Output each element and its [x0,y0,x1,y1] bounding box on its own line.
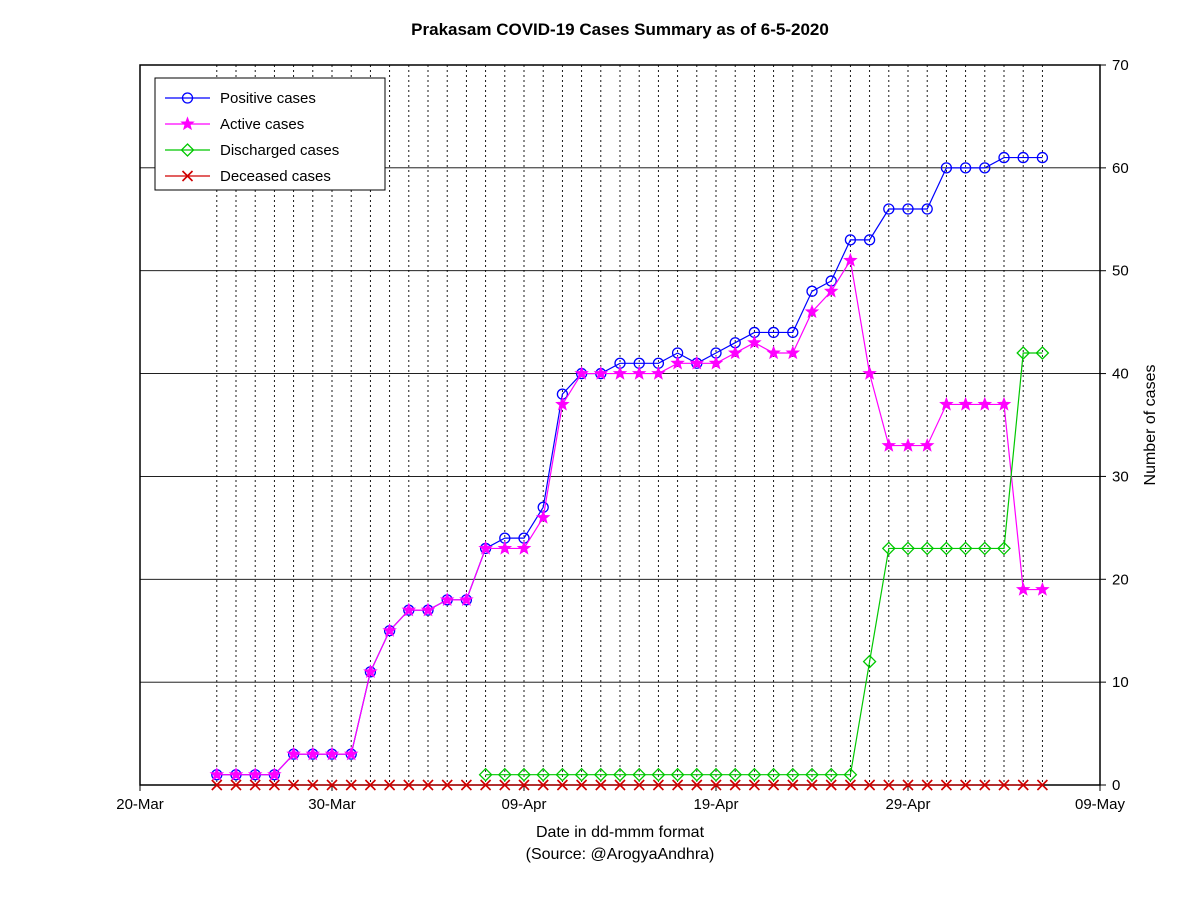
x-tick-label: 20-Mar [116,796,164,813]
x-tick-label: 30-Mar [308,796,356,813]
y-tick-label: 10 [1112,674,1129,691]
y-tick-label: 70 [1112,57,1129,74]
legend-label: Deceased cases [220,168,331,185]
y-tick-label: 50 [1112,263,1129,280]
y-axis-label: Number of cases [1142,365,1159,486]
x-tick-label: 09-May [1075,796,1126,813]
chart-container: 20-Mar 30-Mar 09-Apr 19-Apr 29-Apr 09-May 0 10 2… [0,0,1200,898]
x-tick-label: 19-Apr [693,796,738,813]
y-tick-label: 40 [1112,366,1129,383]
source-label: (Source: @ArogyaAndhra) [526,846,715,863]
x-axis-label: Date in dd-mmm format [536,824,705,841]
y-tick-label: 20 [1112,571,1129,588]
legend-label: Positive cases [220,90,316,107]
y-tick-label: 60 [1112,160,1129,177]
x-tick-label: 09-Apr [501,796,546,813]
y-tick-label: 30 [1112,468,1129,485]
x-tick-label: 29-Apr [885,796,930,813]
y-tick-label: 0 [1112,777,1120,794]
chart-title: Prakasam COVID-19 Cases Summary as of 6-… [411,20,829,39]
legend-label: Active cases [220,116,304,133]
line-chart: 20-Mar 30-Mar 09-Apr 19-Apr 29-Apr 09-May 0 10 2… [0,0,1200,898]
legend: Positive cases Active cases Discharged cas… [155,78,385,190]
legend-label: Discharged cases [220,142,339,159]
